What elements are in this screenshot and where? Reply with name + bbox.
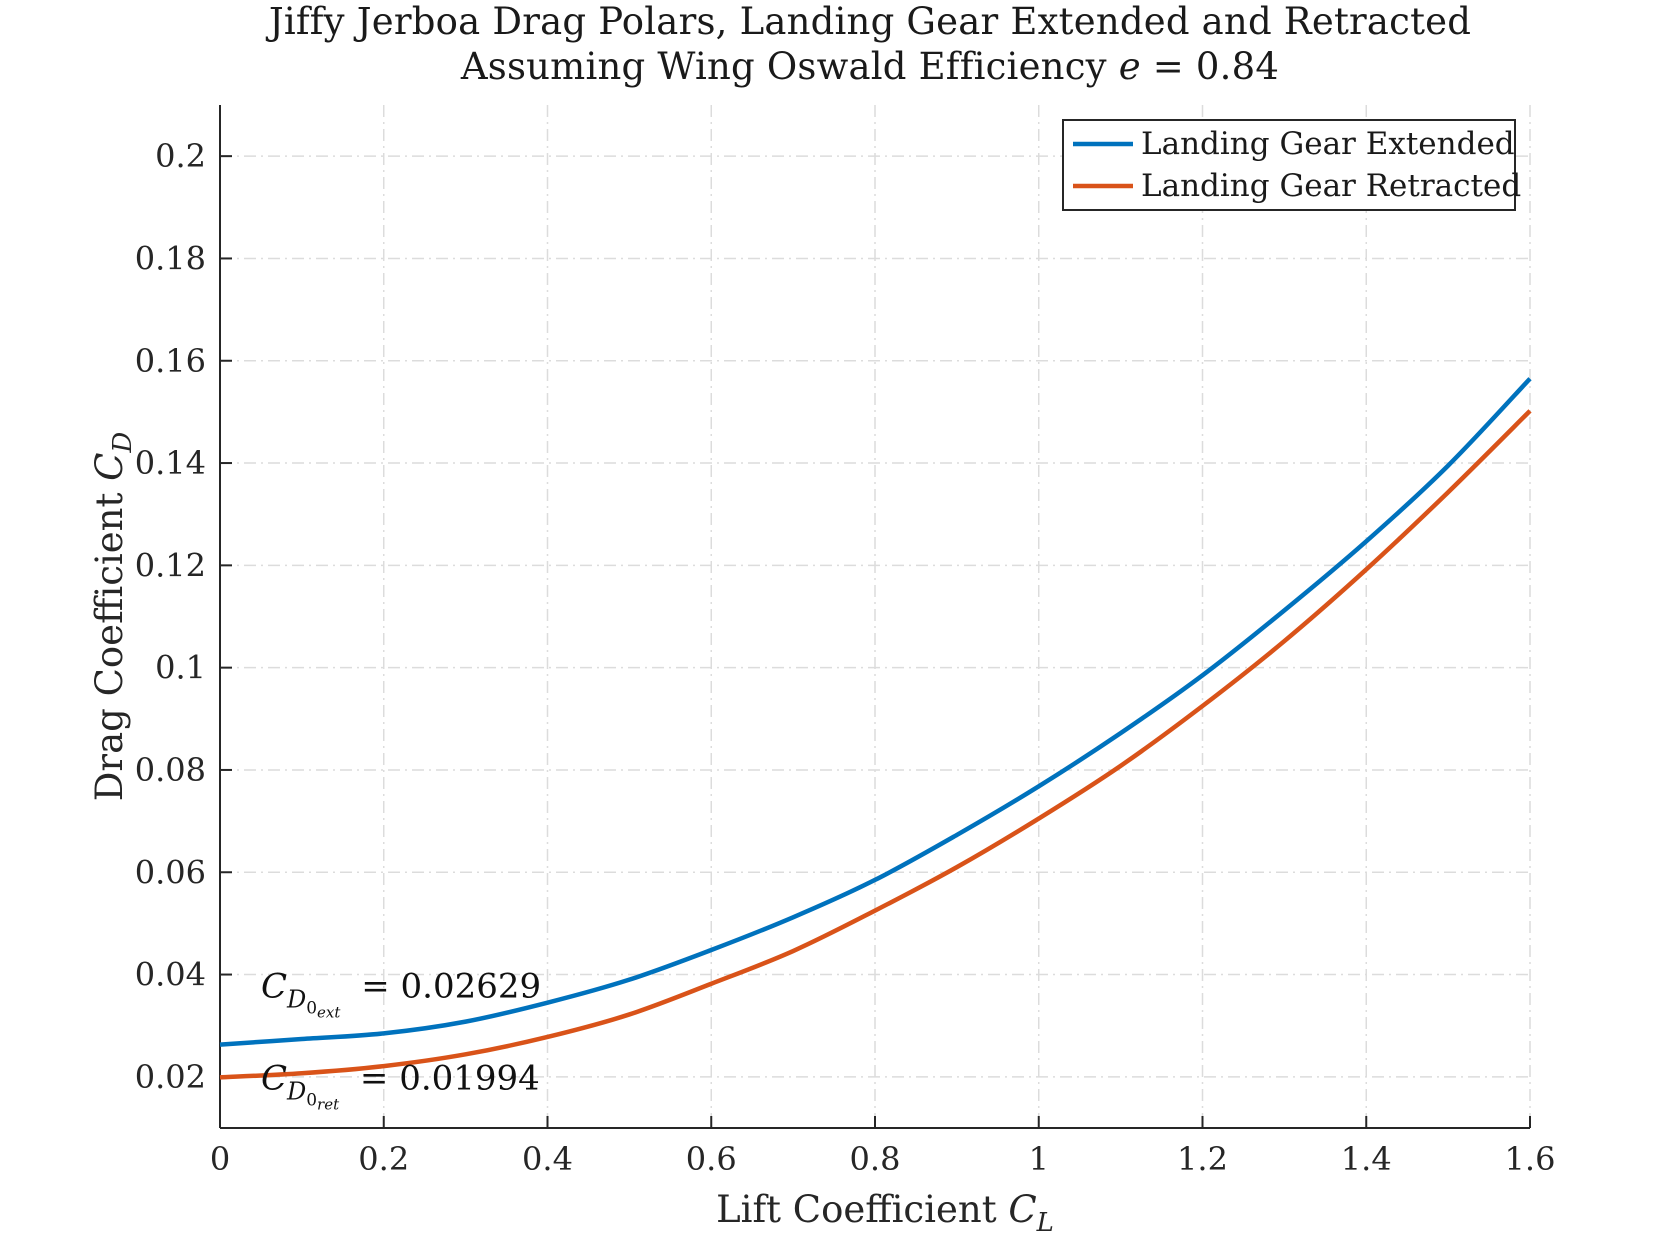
series-line-retracted bbox=[219, 409, 1532, 1080]
annotation-sub: D bbox=[286, 986, 306, 1014]
x-axis-label-symbol: C bbox=[1008, 1188, 1036, 1231]
y-tick-label: 0.08 bbox=[135, 751, 206, 789]
subtitle-symbol: e bbox=[1118, 45, 1141, 88]
annotation-subsub: 0 bbox=[306, 999, 317, 1019]
y-tick-label: 0.14 bbox=[135, 444, 206, 482]
legend-box bbox=[1062, 119, 1516, 211]
y-tick-label: 0.12 bbox=[135, 546, 206, 584]
series-line-extended bbox=[219, 377, 1532, 1047]
y-tick-label: 0.04 bbox=[135, 956, 206, 994]
y-tick-label: 0.18 bbox=[135, 239, 206, 277]
y-axis-label-sub: D bbox=[108, 432, 138, 454]
legend-label-extended: Landing Gear Extended bbox=[1141, 126, 1515, 162]
y-axis-label: Drag Coefficient CD bbox=[88, 432, 138, 802]
annotation-sub: D bbox=[286, 1078, 306, 1106]
y-tick-label: 0.02 bbox=[135, 1058, 206, 1096]
annotation-subsub: 0 bbox=[306, 1091, 317, 1111]
x-tick-label: 1 bbox=[1029, 1140, 1049, 1178]
y-tick-label: 0.16 bbox=[135, 342, 206, 380]
legend-label-retracted: Landing Gear Retracted bbox=[1141, 168, 1521, 204]
series-group bbox=[219, 377, 1532, 1080]
x-axis-label-text: Lift Coefficient bbox=[716, 1188, 1008, 1231]
subtitle-prefix: Assuming Wing Oswald Efficiency bbox=[460, 45, 1119, 88]
annotation-subsubsub: ret bbox=[317, 1096, 340, 1114]
axes: 0 0.2 0.4 0.6 0.8 1 1.2 1.4 1.6 0.02 0.04 0.06 0.08 0… bbox=[135, 105, 1556, 1178]
annotation-cd0-ext: CD0ext = 0.02629 bbox=[261, 967, 541, 1022]
annotation-symbol: C bbox=[261, 967, 287, 1007]
legend[interactable]: Landing Gear Extended Landing Gear Retrac… bbox=[1062, 119, 1521, 211]
y-tick-label: 0.1 bbox=[155, 649, 206, 687]
annotation-cd0-ret: CD0ret = 0.01994 bbox=[261, 1059, 540, 1114]
y-tick-label: 0.2 bbox=[155, 137, 206, 175]
chart-title: Jiffy Jerboa Drag Polars, Landing Gear E… bbox=[268, 0, 1472, 43]
x-tick-label: 0 bbox=[210, 1140, 230, 1178]
annotation-symbol: C bbox=[261, 1059, 287, 1099]
y-axis-label-text: Drag Coefficient bbox=[88, 481, 131, 801]
x-tick-label: 1.4 bbox=[1341, 1140, 1392, 1178]
chart-subtitle: Assuming Wing Oswald Efficiency e = 0.84 bbox=[0, 45, 1667, 88]
x-tick-label: 0.8 bbox=[850, 1140, 901, 1178]
annotation-subsubsub: ext bbox=[317, 1004, 341, 1022]
annotation-value: = 0.02629 bbox=[350, 967, 541, 1007]
x-tick-label: 0.4 bbox=[522, 1140, 573, 1178]
x-axis-label: Lift Coefficient CL bbox=[716, 1188, 1054, 1238]
x-tick-label: 0.6 bbox=[686, 1140, 737, 1178]
y-tick-label: 0.06 bbox=[135, 853, 206, 891]
x-axis-label-sub: L bbox=[1036, 1208, 1054, 1238]
subtitle-value: = 0.84 bbox=[1140, 45, 1280, 88]
x-tick-label: 0.2 bbox=[358, 1140, 409, 1178]
x-tick-label: 1.2 bbox=[1177, 1140, 1228, 1178]
y-axis-label-symbol: C bbox=[88, 453, 131, 481]
annotation-value: = 0.01994 bbox=[349, 1059, 540, 1099]
x-tick-label: 1.6 bbox=[1505, 1140, 1556, 1178]
